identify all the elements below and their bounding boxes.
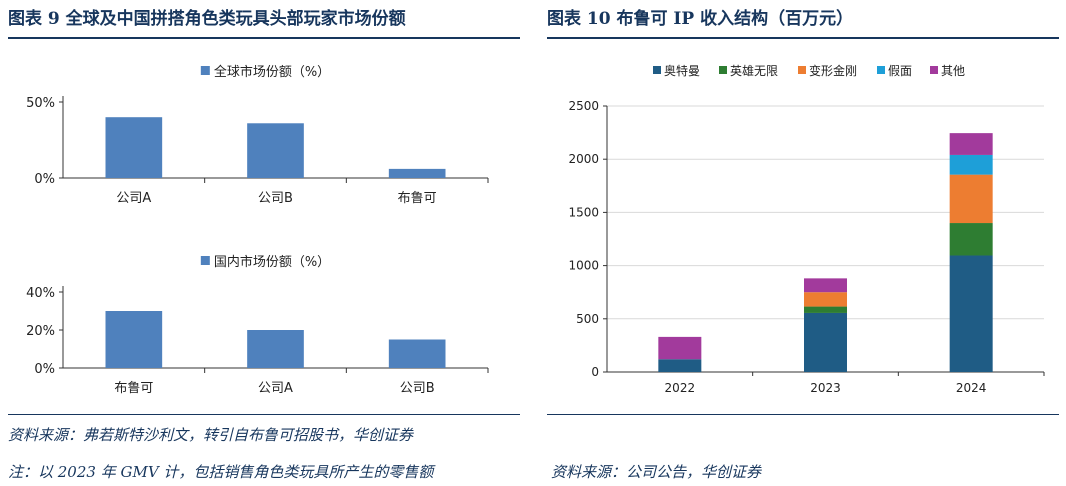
legend-swatch: [200, 66, 210, 75]
domestic-share-chart: 国内市场份额（%） 0% 20% 40% 布鲁可 公司A 公司B: [26, 254, 489, 396]
bar-segment: [804, 278, 847, 293]
bar-segment: [949, 133, 993, 155]
ip-revenue-chart: 奥特曼 英雄无限 变形金刚 假面 其他 0 500 1000 1500 2000 2500 2022 2…: [568, 63, 1045, 395]
y-tick-label: 1000: [568, 259, 599, 273]
x-tick-label: 2022: [665, 381, 696, 395]
bar-segment: [949, 154, 993, 175]
x-tick-label: 公司A: [116, 191, 151, 206]
y-tick-label: 20%: [26, 324, 55, 339]
bar: [247, 123, 304, 178]
legend-swatch: [798, 66, 806, 74]
left-title-rule: [8, 37, 520, 39]
left-figure-title: 图表 9 全球及中国拼搭角色类玩具头部玩家市场份额: [8, 9, 406, 29]
bar-segment: [658, 359, 702, 372]
right-title-rule: [547, 37, 1059, 39]
y-tick-label: 40%: [26, 286, 55, 301]
x-tick-label: 2024: [956, 381, 987, 395]
y-tick-label: 50%: [26, 96, 55, 111]
x-tick-label: 2023: [810, 381, 841, 395]
bar-segment: [949, 174, 993, 224]
x-tick-label: 公司A: [258, 381, 293, 396]
y-tick-label: 1500: [568, 205, 599, 219]
legend-label: 奥特曼: [664, 63, 700, 78]
legend-swatch: [930, 66, 938, 74]
bar: [247, 330, 304, 368]
bar-segment: [804, 312, 847, 372]
y-tick-label: 0%: [34, 362, 55, 377]
legend-swatch: [200, 256, 210, 265]
right-figure-title: 图表 10 布鲁可 IP 收入结构（百万元）: [547, 9, 854, 29]
bar: [388, 168, 446, 178]
x-tick-label: 公司B: [400, 381, 435, 396]
right-bottom-rule: [547, 414, 1059, 415]
x-tick-label: 布鲁可: [398, 191, 437, 206]
y-tick-label: 2000: [568, 152, 599, 166]
legend-label: 变形金刚: [809, 63, 857, 78]
bar: [388, 339, 446, 368]
bar-segment: [949, 223, 993, 256]
bar-segment: [804, 292, 847, 307]
legend-label: 假面: [888, 64, 912, 78]
y-tick-label: 0%: [34, 172, 55, 187]
left-note-text: 注：以 2023 年 GMV 计，包括销售角色类玩具所产生的零售额: [8, 463, 434, 481]
x-tick-label: 公司B: [258, 191, 293, 206]
legend-label: 全球市场份额（%）: [214, 64, 330, 80]
legend-swatch: [719, 66, 727, 74]
legend-swatch: [877, 66, 885, 74]
left-bottom-rule: [8, 414, 520, 415]
bar: [105, 311, 163, 368]
bar: [105, 117, 163, 178]
left-source-text: 资料来源：弗若斯特沙利文，转引自布鲁可招股书，华创证券: [8, 426, 414, 444]
bar-segment: [949, 255, 993, 372]
y-tick-label: 500: [576, 312, 599, 326]
global-share-chart: 全球市场份额（%） 0% 50% 公司A 公司B 布鲁可: [26, 64, 489, 206]
legend-label: 国内市场份额（%）: [214, 254, 330, 270]
y-tick-label: 0: [591, 365, 599, 379]
bar-segment: [804, 306, 847, 313]
y-tick-label: 2500: [568, 99, 599, 113]
x-tick-label: 布鲁可: [114, 381, 153, 396]
right-source-text: 资料来源：公司公告，华创证券: [551, 463, 762, 481]
legend: 全球市场份额（%）: [200, 64, 330, 80]
bar-segment: [658, 336, 702, 360]
legend: 国内市场份额（%）: [200, 254, 330, 270]
legend: 奥特曼 英雄无限 变形金刚 假面 其他: [653, 63, 965, 78]
legend-label: 其他: [941, 64, 965, 78]
legend-swatch: [653, 66, 661, 74]
legend-label: 英雄无限: [730, 63, 778, 78]
